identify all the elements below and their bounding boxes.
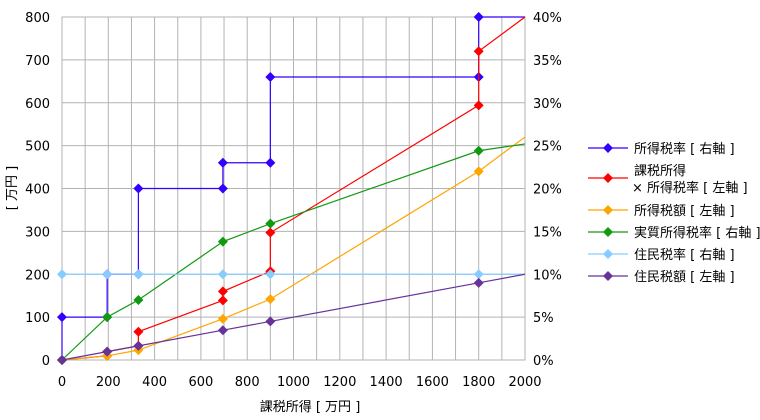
- legend-item: 所得税額 [ 左軸 ]: [588, 203, 735, 219]
- y-tick-label: 200: [25, 268, 50, 283]
- data-point: [133, 269, 144, 280]
- legend-label: 住民税率 [ 右軸 ]: [634, 247, 735, 263]
- ticks: 0 200 400 600 800 1000 1200 1400 1600 1800 2000 0 10…: [25, 11, 562, 390]
- data-point: [133, 183, 144, 194]
- y-tick-label: 300: [25, 225, 50, 240]
- legend-marker: [603, 173, 613, 183]
- legend-marker: [603, 143, 613, 153]
- series-layer: [57, 12, 526, 365]
- data-point: [102, 346, 113, 357]
- legend-item: 住民税率 [ 右軸 ]: [588, 247, 735, 263]
- data-point: [57, 355, 67, 365]
- x-tick-label: 1200: [323, 375, 356, 390]
- y2-tick-label: 35%: [533, 54, 562, 69]
- x-tick-label: 1400: [370, 375, 403, 390]
- legend-label: 住民税額 [ 左軸 ]: [634, 270, 735, 285]
- x-tick-label: 0: [58, 375, 66, 390]
- y2-tick-label: 25%: [533, 140, 562, 155]
- data-point: [473, 12, 484, 22]
- data-point: [57, 269, 67, 280]
- y-tick-label: 0: [42, 354, 50, 369]
- data-point: [57, 312, 67, 323]
- y2-tick-label: 10%: [533, 268, 562, 283]
- x-tick-label: 200: [96, 375, 121, 390]
- legend: 所得税率 [ 右軸 ] 課税所得× 所得税率 [ 左軸 ] 所得税額 [ 左軸 ] 実…: [588, 141, 760, 285]
- x-tick-label: 600: [188, 375, 213, 390]
- data-point: [217, 157, 228, 168]
- y-tick-label: 800: [25, 11, 50, 26]
- y-tick-label: 700: [25, 54, 50, 69]
- series-1: [57, 16, 526, 365]
- legend-label: 課税所得: [634, 163, 686, 179]
- y-tick-label: 400: [25, 183, 50, 198]
- legend-item: 住民税額 [ 左軸 ]: [588, 270, 735, 285]
- y-tick-label: 500: [25, 140, 50, 155]
- y-tick-label: 600: [25, 97, 50, 112]
- legend-marker: [603, 205, 613, 215]
- grid: [61, 16, 526, 361]
- data-point: [133, 294, 144, 305]
- data-point: [217, 313, 228, 324]
- y2-tick-label: 40%: [533, 11, 562, 26]
- x-tick-label: 800: [235, 375, 260, 390]
- data-point: [473, 166, 484, 177]
- y2-tick-label: 0%: [533, 354, 554, 369]
- legend-label: 実質所得税率 [ 右軸 ]: [634, 225, 760, 241]
- data-point: [473, 269, 484, 280]
- y2-tick-label: 30%: [533, 97, 562, 112]
- data-point: [133, 340, 144, 351]
- data-point: [473, 145, 484, 156]
- y-tick-label: 100: [25, 311, 50, 326]
- data-point: [217, 236, 228, 247]
- y2-tick-label: 20%: [533, 183, 562, 198]
- legend-marker: [603, 227, 613, 237]
- data-point: [473, 46, 484, 57]
- data-point: [102, 269, 113, 280]
- series-5: [57, 273, 526, 365]
- y-axis-label: [ 万円 ]: [5, 166, 20, 210]
- legend-item: 所得税率 [ 右軸 ]: [588, 141, 735, 157]
- series-3: [57, 143, 526, 365]
- data-point: [217, 295, 228, 306]
- x-tick-label: 2000: [508, 375, 541, 390]
- legend-label: 所得税率 [ 右軸 ]: [634, 141, 735, 157]
- legend-item: 実質所得税率 [ 右軸 ]: [588, 225, 760, 241]
- data-point: [473, 100, 484, 111]
- data-point: [217, 183, 228, 194]
- data-point: [265, 72, 276, 83]
- data-point: [265, 294, 276, 305]
- data-point: [217, 325, 228, 336]
- data-point: [265, 316, 276, 327]
- data-point: [265, 227, 276, 238]
- legend-marker: [603, 271, 613, 281]
- legend-label: × 所得税率 [ 左軸 ]: [632, 180, 748, 196]
- data-point: [102, 312, 113, 323]
- legend-label: 所得税額 [ 左軸 ]: [634, 203, 735, 219]
- legend-marker: [603, 249, 613, 259]
- x-tick-label: 400: [142, 375, 167, 390]
- data-point: [265, 269, 276, 280]
- data-point: [217, 286, 228, 297]
- data-point: [265, 218, 276, 229]
- x-tick-label: 1000: [277, 375, 310, 390]
- x-axis-label: 課税所得 [ 万円 ]: [260, 399, 361, 415]
- legend-item: 課税所得× 所得税率 [ 左軸 ]: [588, 163, 748, 196]
- series-2: [57, 136, 526, 365]
- data-point: [217, 269, 228, 280]
- data-point: [133, 326, 144, 337]
- plot-border: [61, 16, 526, 361]
- x-tick-label: 1800: [462, 375, 495, 390]
- data-point: [265, 157, 276, 168]
- y2-tick-label: 5%: [533, 311, 554, 326]
- series-4: [57, 269, 525, 280]
- y2-tick-label: 15%: [533, 225, 562, 240]
- data-point: [473, 277, 484, 288]
- x-tick-label: 1600: [416, 375, 449, 390]
